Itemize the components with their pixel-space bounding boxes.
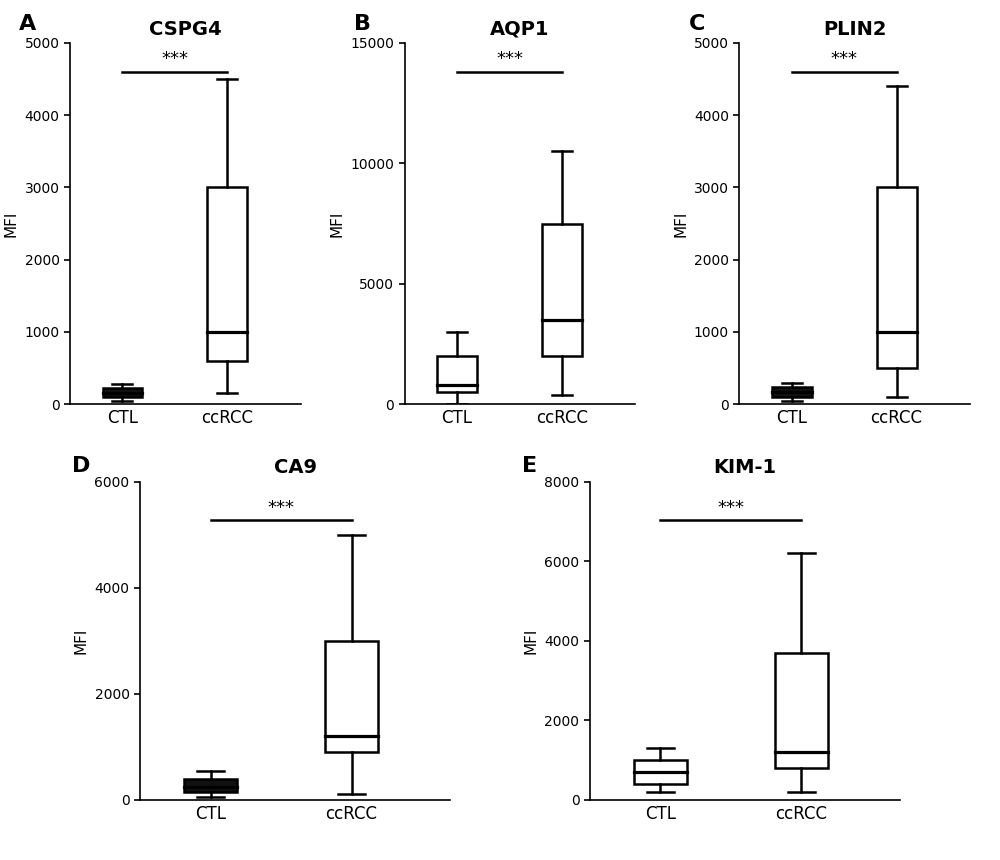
FancyBboxPatch shape: [207, 187, 247, 361]
Y-axis label: MFI: MFI: [4, 211, 19, 236]
FancyBboxPatch shape: [184, 778, 237, 792]
Y-axis label: MFI: MFI: [74, 628, 89, 654]
Title: CSPG4: CSPG4: [149, 20, 222, 39]
FancyBboxPatch shape: [877, 187, 917, 368]
FancyBboxPatch shape: [325, 641, 378, 752]
FancyBboxPatch shape: [542, 224, 582, 356]
FancyBboxPatch shape: [437, 356, 477, 392]
Y-axis label: MFI: MFI: [524, 628, 539, 654]
Text: ***: ***: [268, 499, 295, 517]
Text: ***: ***: [161, 50, 188, 68]
Y-axis label: MFI: MFI: [673, 211, 688, 236]
Text: E: E: [522, 456, 537, 476]
Text: ***: ***: [717, 499, 744, 517]
Title: CA9: CA9: [274, 458, 317, 477]
Text: D: D: [72, 456, 90, 476]
FancyBboxPatch shape: [772, 387, 812, 397]
Y-axis label: MFI: MFI: [330, 211, 345, 236]
FancyBboxPatch shape: [775, 653, 828, 768]
Text: B: B: [354, 14, 371, 34]
Title: PLIN2: PLIN2: [823, 20, 886, 39]
Text: ***: ***: [831, 50, 858, 68]
Text: ***: ***: [496, 50, 523, 68]
FancyBboxPatch shape: [103, 389, 142, 397]
Text: A: A: [19, 14, 36, 34]
FancyBboxPatch shape: [634, 760, 687, 784]
Title: AQP1: AQP1: [490, 20, 550, 39]
Title: KIM-1: KIM-1: [713, 458, 776, 477]
Text: C: C: [688, 14, 705, 34]
